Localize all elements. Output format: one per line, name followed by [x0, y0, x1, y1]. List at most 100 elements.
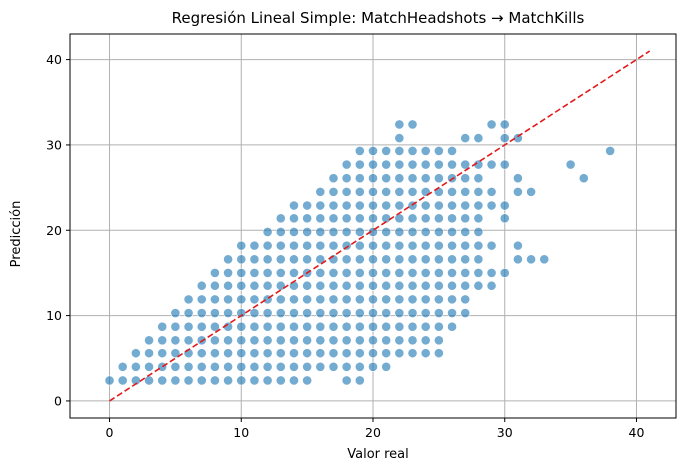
- scatter-point: [262, 240, 273, 251]
- scatter-point: [170, 335, 181, 346]
- scatter-point: [315, 186, 326, 197]
- scatter-point: [196, 308, 207, 318]
- scatter-point: [368, 146, 378, 156]
- scatter-point: [447, 159, 457, 170]
- scatter-point: [183, 361, 194, 372]
- scatter-point: [183, 294, 194, 305]
- scatter-point: [368, 173, 378, 184]
- scatter-point: [473, 133, 484, 144]
- scatter-point: [262, 335, 273, 346]
- scatter-point: [117, 361, 128, 372]
- scatter-point: [473, 254, 484, 265]
- scatter-point: [289, 213, 299, 224]
- scatter-point: [223, 361, 233, 372]
- scatter-point: [328, 186, 339, 197]
- scatter-point: [341, 268, 352, 278]
- scatter-point: [170, 321, 181, 332]
- scatter-point: [262, 280, 273, 291]
- scatter-point: [394, 240, 405, 251]
- scatter-point: [302, 348, 313, 359]
- x-axis-label: Valor real: [347, 447, 409, 462]
- scatter-point: [354, 254, 365, 265]
- scatter-point: [394, 294, 405, 305]
- scatter-point: [341, 361, 352, 372]
- scatter-point: [407, 268, 418, 278]
- scatter-point: [328, 294, 339, 305]
- scatter-point: [262, 268, 273, 278]
- scatter-point: [433, 254, 444, 265]
- scatter-point: [341, 280, 352, 291]
- scatter-point: [354, 294, 365, 305]
- scatter-point: [447, 227, 457, 237]
- scatter-point: [354, 375, 365, 386]
- scatter-point: [302, 213, 313, 224]
- scatter-point: [368, 280, 378, 291]
- scatter-point: [170, 361, 181, 372]
- scatter-point: [328, 200, 339, 211]
- scatter-point: [236, 294, 247, 305]
- scatter-point: [328, 213, 339, 224]
- scatter-point: [236, 268, 247, 278]
- scatter-point: [420, 308, 431, 318]
- scatter-point: [328, 335, 339, 346]
- scatter-point: [381, 159, 392, 170]
- scatter-point: [275, 361, 286, 372]
- scatter-point: [275, 240, 286, 251]
- scatter-point: [223, 348, 233, 359]
- scatter-point: [473, 280, 484, 291]
- scatter-point: [223, 335, 233, 346]
- scatter-point: [368, 348, 378, 359]
- scatter-point: [157, 335, 168, 346]
- scatter-point: [341, 335, 352, 346]
- scatter-point: [289, 254, 299, 265]
- scatter-point: [433, 348, 444, 359]
- scatter-point: [381, 308, 392, 318]
- reference-line: [109, 50, 651, 402]
- scatter-point: [341, 294, 352, 305]
- scatter-point: [486, 119, 497, 130]
- scatter-point: [170, 375, 181, 386]
- scatter-point: [473, 227, 484, 237]
- scatter-point: [381, 254, 392, 265]
- scatter-point: [249, 361, 260, 372]
- scatter-point: [354, 308, 365, 318]
- scatter-point: [407, 227, 418, 237]
- scatter-point: [368, 268, 378, 278]
- scatter-point: [394, 133, 405, 144]
- scatter-point: [433, 213, 444, 224]
- scatter-point: [354, 335, 365, 346]
- scatter-point: [447, 268, 457, 278]
- scatter-point: [315, 227, 326, 237]
- scatter-point: [275, 294, 286, 305]
- scatter-point: [407, 254, 418, 265]
- scatter-point: [275, 321, 286, 332]
- scatter-point: [196, 280, 207, 291]
- scatter-point: [196, 361, 207, 372]
- scatter-point: [486, 268, 497, 278]
- scatter-point: [394, 280, 405, 291]
- scatter-point: [368, 159, 378, 170]
- scatter-point: [236, 361, 247, 372]
- scatter-point: [499, 268, 510, 278]
- scatter-point: [302, 321, 313, 332]
- scatter-point: [315, 200, 326, 211]
- scatter-point: [368, 321, 378, 332]
- scatter-point: [302, 335, 313, 346]
- scatter-point: [289, 348, 299, 359]
- scatter-point: [328, 268, 339, 278]
- scatter-point: [249, 335, 260, 346]
- scatter-point: [315, 361, 326, 372]
- scatter-point: [460, 280, 471, 291]
- scatter-point: [236, 240, 247, 251]
- scatter-point: [447, 280, 457, 291]
- scatter-point: [289, 361, 299, 372]
- scatter-point: [262, 254, 273, 265]
- scatter-point: [420, 335, 431, 346]
- scatter-point: [394, 213, 405, 224]
- scatter-point: [315, 294, 326, 305]
- scatter-point: [210, 308, 220, 318]
- scatter-point: [289, 240, 299, 251]
- scatter-point: [354, 227, 365, 237]
- scatter-point: [447, 308, 457, 318]
